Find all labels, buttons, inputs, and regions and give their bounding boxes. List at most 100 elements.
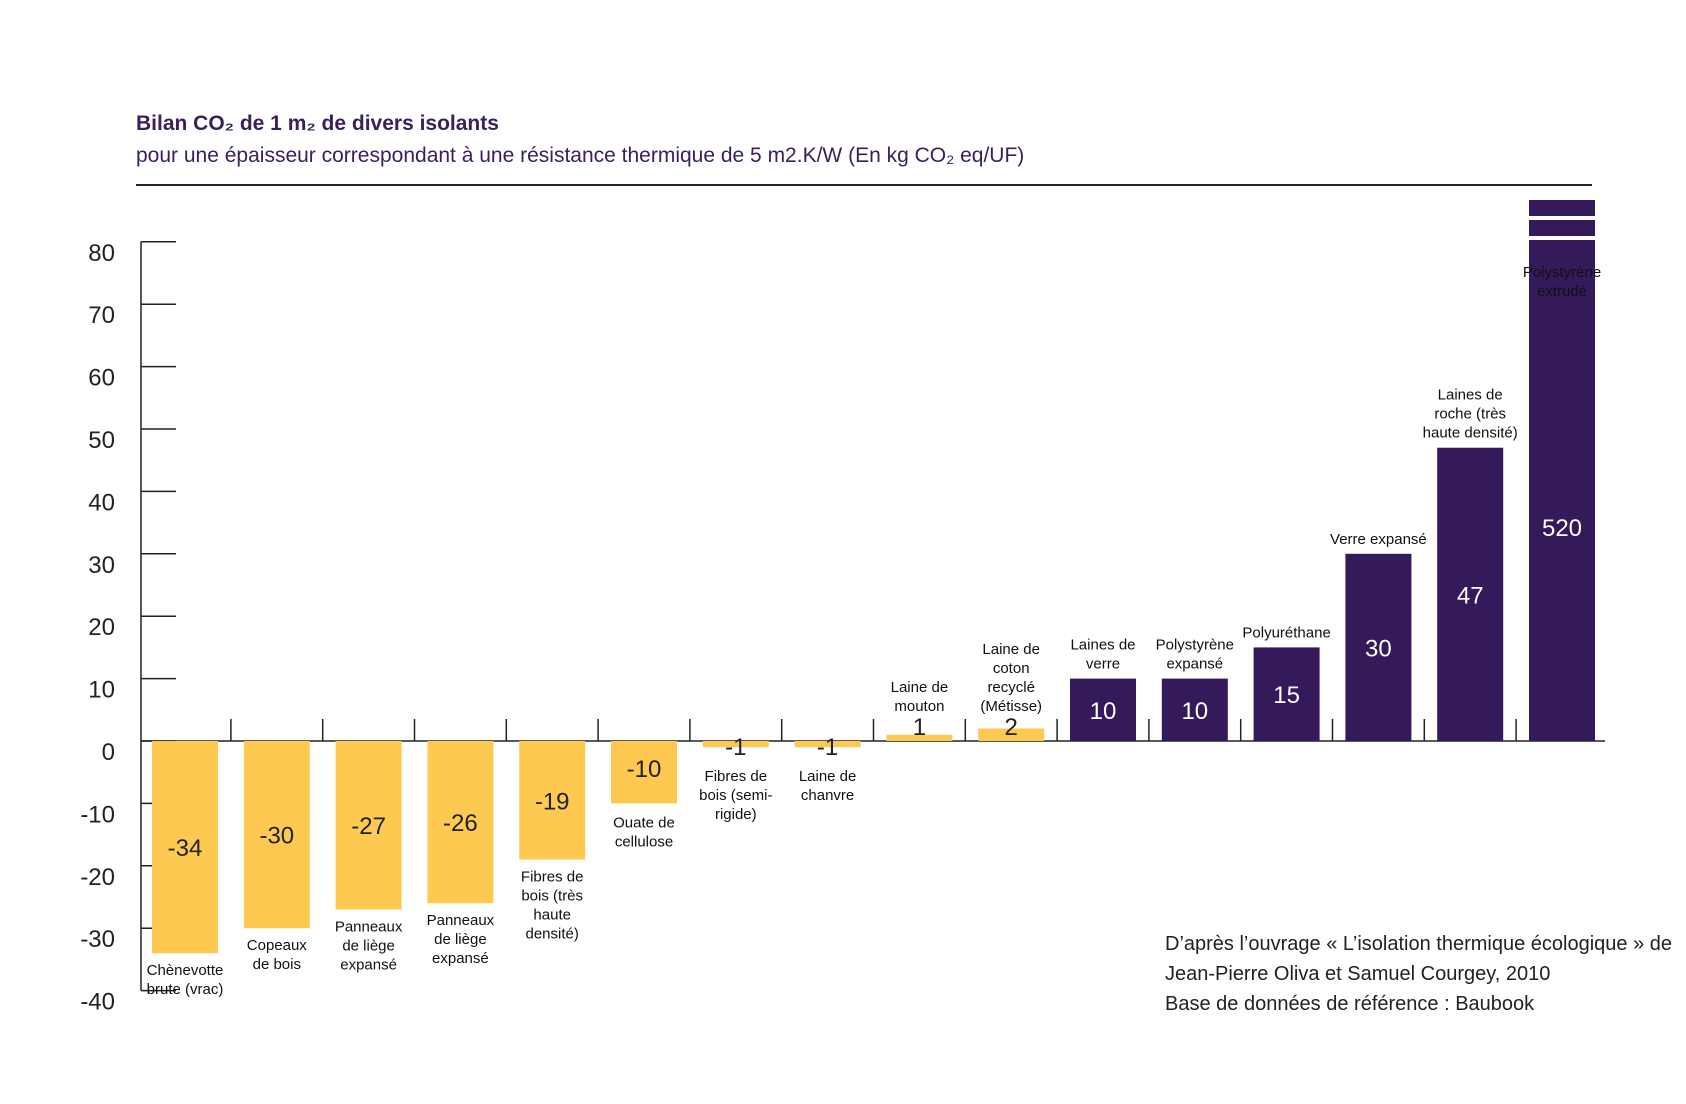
y-tick-label: 40 (88, 489, 115, 516)
category-label-line: Laine de (799, 768, 857, 785)
category-label-11: Polystyrène expansé (1156, 637, 1234, 673)
category-label-line: Laine de (891, 679, 949, 696)
y-tick-label: 60 (88, 365, 115, 392)
value-label-8: 1 (913, 714, 926, 741)
bar-15 (1529, 241, 1595, 742)
y-tick-label: -40 (80, 989, 115, 1016)
axis-break-segment (1529, 200, 1595, 216)
title-divider (136, 184, 1592, 186)
bar-8 (886, 734, 953, 741)
y-tick-label: 10 (88, 677, 115, 704)
bar-2 (335, 741, 402, 910)
bar-4 (519, 741, 586, 860)
category-label-0: Chènevotte brute (vrac) (147, 962, 224, 998)
category-label-line: rigide) (715, 806, 757, 823)
category-label-line: Laine de (982, 641, 1040, 658)
value-label-4: -19 (535, 788, 570, 815)
category-label-line: Fibres de (705, 768, 768, 785)
category-label-line: Laines de (1070, 637, 1135, 654)
category-label-4: Fibres de bois (très haute densité) (521, 869, 584, 943)
value-label-13: 30 (1365, 635, 1392, 662)
value-label-3: -26 (443, 810, 478, 837)
category-label-line: haute (533, 907, 571, 924)
category-label-line: (Métisse) (980, 698, 1042, 715)
value-label-12: 15 (1273, 682, 1300, 709)
value-label-2: -27 (351, 813, 386, 840)
value-label-6: -1 (725, 734, 746, 761)
chart-subtitle: pour une épaisseur correspondant à une r… (136, 144, 1025, 167)
category-label-line: de liège (434, 931, 487, 948)
y-tick-label: -30 (80, 926, 115, 953)
category-label-9: Laine de coton recyclé (Métisse) (980, 641, 1042, 715)
category-label-line: expansé (340, 956, 397, 973)
category-label-line: roche (très (1434, 406, 1506, 423)
category-label-line: brute (vrac) (147, 981, 224, 998)
category-label-2: Panneaux de liège expansé (335, 918, 403, 973)
category-label-8: Laine de mouton (891, 679, 949, 715)
bar-3 (427, 741, 494, 904)
category-label-line: Polystyrène (1523, 264, 1601, 281)
category-label-12: Polyuréthane (1242, 624, 1330, 641)
source-note: D’après l’ouvrage « L’isolation thermiqu… (1165, 929, 1672, 1019)
category-label-line: chanvre (801, 787, 854, 804)
bar-14 (1437, 447, 1504, 741)
category-label-15: Polystyrène extrudé (1523, 264, 1601, 300)
value-label-5: -10 (627, 756, 662, 783)
y-tick-label: -20 (80, 864, 115, 891)
value-label-15: 520 (1542, 515, 1582, 542)
category-label-line: bois (très (521, 888, 583, 905)
y-tick-label: 50 (88, 427, 115, 454)
category-label-line: Copeaux (247, 937, 308, 954)
y-tick-label: 80 (88, 240, 115, 267)
chart-title: Bilan CO₂ de 1 m₂ de divers isolants (136, 112, 499, 135)
category-label-line: de bois (253, 956, 301, 973)
category-label-1: Copeaux de bois (247, 937, 308, 973)
source-line-1: D’après l’ouvrage « L’isolation thermiqu… (1165, 933, 1672, 955)
category-label-line: verre (1086, 656, 1120, 673)
y-tick-label: -10 (80, 801, 115, 828)
category-label-line: Ouate de (613, 814, 675, 831)
category-label-line: Polystyrène (1156, 637, 1234, 654)
axis-break-segment (1529, 240, 1595, 256)
y-tick-label: 30 (88, 552, 115, 579)
category-label-line: mouton (894, 698, 944, 715)
category-label-3: Panneaux de liège expansé (427, 912, 495, 967)
category-label-line: coton (993, 660, 1030, 677)
category-label-line: extrudé (1537, 283, 1587, 300)
category-label-line: Panneaux (427, 912, 495, 929)
category-label-line: Panneaux (335, 918, 403, 935)
y-tick-label: 0 (102, 739, 115, 766)
bars: -34 -30 -27 -26 -19 -10 -1 -1 1 2 10 10 15 30 47 520 (152, 200, 1595, 954)
value-label-14: 47 (1457, 582, 1484, 609)
bar-10 (1070, 678, 1136, 741)
category-label-line: densité) (526, 926, 579, 943)
value-label-10: 10 (1090, 698, 1117, 725)
category-label-13: Verre expansé (1330, 531, 1427, 548)
y-tick-label: 20 (88, 614, 115, 641)
bar-5 (611, 741, 677, 804)
category-label-line: Fibres de (521, 869, 584, 886)
bar-12 (1253, 647, 1320, 741)
category-label-line: Verre expansé (1330, 531, 1427, 548)
category-label-5: Ouate de cellulose (613, 814, 675, 850)
source-line-2: Jean-Pierre Oliva et Samuel Courgey, 201… (1165, 963, 1551, 985)
category-label-line: bois (semi- (699, 787, 772, 804)
category-label-14: Laines de roche (très haute densité) (1423, 387, 1518, 442)
bar-6 (702, 741, 769, 748)
category-label-line: haute densité) (1423, 425, 1518, 442)
bar-13 (1345, 553, 1412, 741)
category-label-line: expansé (432, 950, 489, 967)
category-label-line: de liège (342, 937, 395, 954)
category-label-line: Chènevotte (147, 962, 224, 979)
value-label-9: 2 (1005, 714, 1018, 741)
axis-break-segment (1529, 220, 1595, 236)
bar-9 (978, 728, 1045, 741)
category-label-line: cellulose (615, 833, 673, 850)
category-label-line: Polyuréthane (1242, 624, 1330, 641)
category-label-line: Laines de (1438, 387, 1503, 404)
category-label-7: Laine de chanvre (799, 768, 857, 804)
bar-11 (1161, 678, 1228, 741)
value-label-7: -1 (817, 734, 838, 761)
bar-7 (794, 741, 861, 748)
